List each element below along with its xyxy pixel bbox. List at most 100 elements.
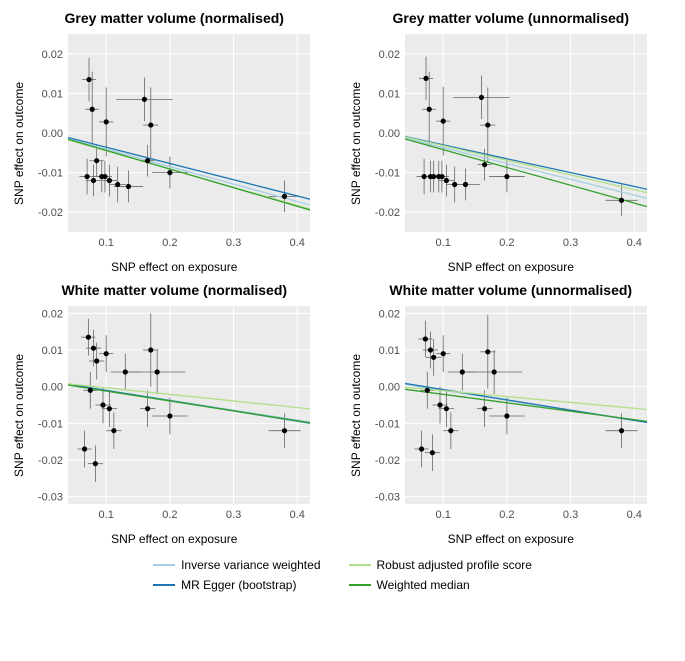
svg-text:0.02: 0.02 <box>42 49 63 61</box>
scatter-plot: 0.10.20.30.4-0.02-0.010.000.010.02 <box>26 28 316 258</box>
legend-swatch <box>153 564 175 566</box>
data-point <box>427 347 432 352</box>
legend-swatch <box>153 584 175 586</box>
svg-text:0.02: 0.02 <box>42 308 63 320</box>
legend-item-wm: Weighted median <box>349 578 532 592</box>
svg-text:0.01: 0.01 <box>42 345 63 357</box>
svg-text:0.1: 0.1 <box>435 237 450 249</box>
svg-text:-0.02: -0.02 <box>38 455 63 467</box>
data-point <box>82 446 87 451</box>
x-axis-label: SNP effect on exposure <box>347 260 676 274</box>
data-point <box>504 413 509 418</box>
data-point <box>459 369 464 374</box>
data-point <box>91 346 96 351</box>
data-point <box>148 347 153 352</box>
data-point <box>94 158 99 163</box>
scatter-plot: 0.10.20.30.4-0.02-0.010.000.010.02 <box>363 28 653 258</box>
svg-text:0.4: 0.4 <box>290 509 305 521</box>
svg-text:0.4: 0.4 <box>290 237 305 249</box>
svg-text:0.2: 0.2 <box>499 237 514 249</box>
svg-text:0.2: 0.2 <box>162 509 177 521</box>
plot-wrap: SNP effect on outcome0.10.20.30.4-0.03-0… <box>10 300 339 530</box>
x-axis-label: SNP effect on exposure <box>347 532 676 546</box>
data-point <box>504 174 509 179</box>
data-point <box>443 178 448 183</box>
y-axis-label: SNP effect on outcome <box>10 82 26 205</box>
legend-item-egger: MR Egger (bootstrap) <box>153 578 320 592</box>
svg-text:0.02: 0.02 <box>378 49 399 61</box>
data-point <box>282 194 287 199</box>
panel-title: Grey matter volume (normalised) <box>10 10 339 26</box>
scatter-plot: 0.10.20.30.4-0.03-0.02-0.010.000.010.02 <box>363 300 653 530</box>
chart-panel: White matter volume (normalised)SNP effe… <box>10 282 339 546</box>
chart-grid: Grey matter volume (normalised) SNP effec… <box>10 10 675 546</box>
svg-text:0.00: 0.00 <box>378 382 399 394</box>
y-axis-label: SNP effect on outcome <box>347 354 363 477</box>
legend-label: Weighted median <box>377 578 470 592</box>
data-point <box>100 402 105 407</box>
x-axis-label: SNP effect on exposure <box>10 532 339 546</box>
data-point <box>104 351 109 356</box>
data-point <box>282 428 287 433</box>
legend-item-raps: Robust adjusted profile score <box>349 558 532 572</box>
legend-label: MR Egger (bootstrap) <box>181 578 296 592</box>
data-point <box>440 119 445 124</box>
svg-text:-0.01: -0.01 <box>38 418 63 430</box>
plot-wrap: SNP effect on outcome0.10.20.30.4-0.02-0… <box>347 28 676 258</box>
data-point <box>426 107 431 112</box>
data-point <box>423 76 428 81</box>
data-point <box>145 406 150 411</box>
plot-wrap: SNP effect on outcome0.10.20.30.4-0.03-0… <box>347 300 676 530</box>
data-point <box>485 349 490 354</box>
data-point <box>91 178 96 183</box>
legend-swatch <box>349 584 371 586</box>
data-point <box>422 336 427 341</box>
chart-panel: Grey matter volume (unnormalised) SNP eff… <box>347 10 676 274</box>
svg-text:0.2: 0.2 <box>162 237 177 249</box>
panel-title: White matter volume (unnormalised) <box>347 282 676 298</box>
svg-text:-0.02: -0.02 <box>38 207 63 219</box>
data-point <box>443 406 448 411</box>
data-point <box>421 174 426 179</box>
svg-text:0.3: 0.3 <box>562 237 577 249</box>
plot-wrap: SNP effect on outcome0.10.20.30.4-0.02-0… <box>10 28 339 258</box>
svg-text:0.2: 0.2 <box>499 509 514 521</box>
svg-text:0.3: 0.3 <box>562 509 577 521</box>
data-point <box>123 369 128 374</box>
data-point <box>88 388 93 393</box>
svg-text:0.1: 0.1 <box>99 237 114 249</box>
data-point <box>126 184 131 189</box>
legend: Inverse variance weighted MR Egger (boot… <box>10 558 675 592</box>
data-point <box>448 428 453 433</box>
data-point <box>111 428 116 433</box>
data-point <box>437 402 442 407</box>
data-point <box>418 446 423 451</box>
legend-col: Inverse variance weighted MR Egger (boot… <box>153 558 320 592</box>
svg-text:0.1: 0.1 <box>99 509 114 521</box>
data-point <box>167 413 172 418</box>
svg-text:0.4: 0.4 <box>626 237 641 249</box>
data-point <box>104 119 109 124</box>
data-point <box>86 77 91 82</box>
data-point <box>167 170 172 175</box>
x-axis-label: SNP effect on exposure <box>10 260 339 274</box>
legend-swatch <box>349 564 371 566</box>
data-point <box>85 174 90 179</box>
data-point <box>429 450 434 455</box>
svg-text:0.1: 0.1 <box>435 509 450 521</box>
chart-panel: White matter volume (unnormalised) SNP ef… <box>347 282 676 546</box>
data-point <box>485 122 490 127</box>
data-point <box>462 182 467 187</box>
svg-text:0.00: 0.00 <box>42 382 63 394</box>
svg-text:-0.01: -0.01 <box>374 168 399 180</box>
data-point <box>618 198 623 203</box>
legend-col: Robust adjusted profile score Weighted m… <box>349 558 532 592</box>
panel-title: Grey matter volume (unnormalised) <box>347 10 676 26</box>
legend-label: Robust adjusted profile score <box>377 558 532 572</box>
data-point <box>107 178 112 183</box>
data-point <box>424 388 429 393</box>
data-point <box>439 174 444 179</box>
svg-text:0.00: 0.00 <box>378 128 399 140</box>
svg-text:0.01: 0.01 <box>378 345 399 357</box>
svg-text:0.00: 0.00 <box>42 128 63 140</box>
